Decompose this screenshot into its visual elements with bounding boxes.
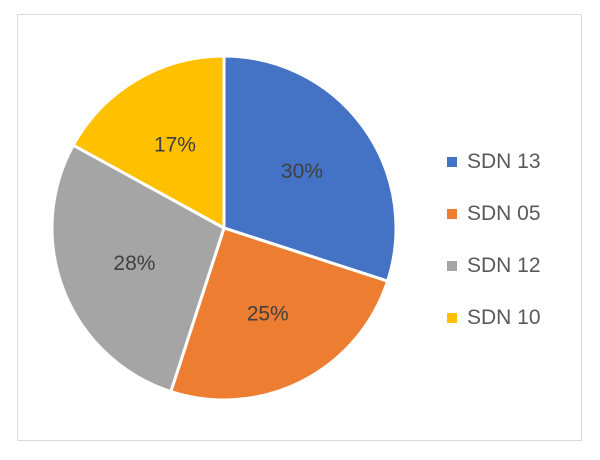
chart-legend: SDN 13 SDN 05 SDN 12 SDN 10 (447, 136, 541, 344)
data-label-sdn-10: 17% (154, 134, 196, 157)
legend-swatch-sdn-13 (447, 157, 457, 167)
pie-slice-sdn-05 (169, 226, 390, 402)
data-label-sdn-13: 30% (281, 160, 323, 183)
legend-item-sdn-10: SDN 10 (447, 292, 541, 344)
pie-slice-sdn-10 (71, 54, 226, 230)
pie-slice-sdn-12 (50, 143, 226, 394)
data-label-sdn-12: 28% (113, 252, 155, 275)
legend-item-sdn-05: SDN 05 (447, 188, 541, 240)
legend-item-sdn-12: SDN 12 (447, 240, 541, 292)
legend-item-sdn-13: SDN 13 (447, 136, 541, 188)
data-label-sdn-05: 25% (247, 302, 289, 325)
legend-label-sdn-10: SDN 10 (467, 306, 541, 329)
legend-swatch-sdn-10 (447, 313, 457, 323)
pie-slice-sdn-13 (222, 54, 398, 283)
legend-label-sdn-05: SDN 05 (467, 202, 541, 225)
legend-swatch-sdn-05 (447, 209, 457, 219)
legend-swatch-sdn-12 (447, 261, 457, 271)
legend-label-sdn-12: SDN 12 (467, 254, 541, 277)
legend-label-sdn-13: SDN 13 (467, 150, 541, 173)
